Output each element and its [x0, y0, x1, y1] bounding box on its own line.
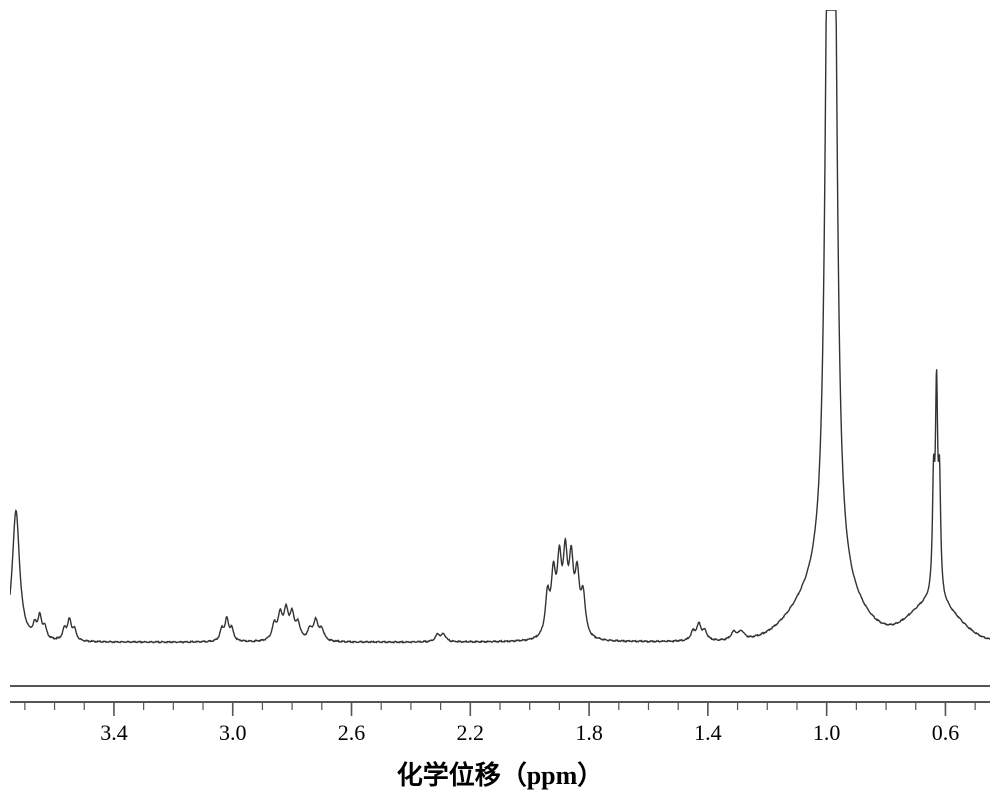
x-tick-label: 2.6 — [338, 720, 366, 745]
spectrum-svg — [10, 10, 990, 665]
x-tick-label: 3.4 — [100, 720, 128, 745]
x-axis-label: 化学位移（ppm） — [0, 755, 1000, 792]
spectrum-plot — [10, 10, 990, 665]
nmr-spectrum-container: 3.4 3.0 2.6 2.2 1.8 1.4 1.0 0.6 化学位移（ppm） — [0, 0, 1000, 799]
x-tick-label: 3.0 — [219, 720, 247, 745]
x-tick-label: 1.8 — [575, 720, 603, 745]
separator-line — [10, 685, 990, 687]
x-axis-svg: 3.4 3.0 2.6 2.2 1.8 1.4 1.0 0.6 — [10, 700, 990, 750]
spectrum-trace — [10, 10, 990, 643]
x-tick-label: 2.2 — [457, 720, 485, 745]
x-tick-label: 1.4 — [694, 720, 722, 745]
x-tick-label: 0.6 — [932, 720, 960, 745]
x-tick-label: 1.0 — [813, 720, 841, 745]
